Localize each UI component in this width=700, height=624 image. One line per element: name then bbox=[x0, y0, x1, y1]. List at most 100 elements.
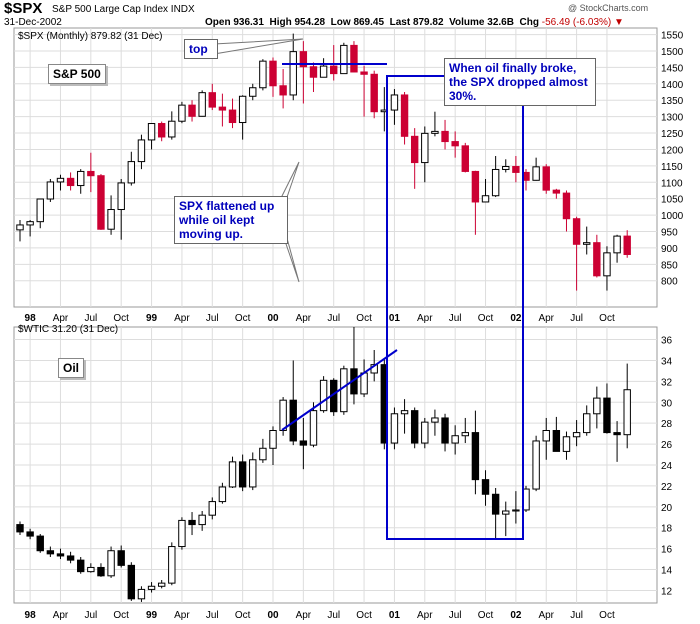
oil-candle-body bbox=[259, 447, 267, 461]
high-label: High bbox=[269, 17, 292, 28]
open-label: Open bbox=[205, 17, 231, 28]
spx-candle-body bbox=[471, 170, 480, 203]
spx-y-tick-label: 1350 bbox=[661, 96, 684, 107]
spx-candle-body bbox=[350, 44, 358, 73]
oil-candle-body bbox=[299, 440, 308, 446]
oil-x-tick-label: Oct bbox=[599, 610, 615, 621]
oil-y-tick-label: 14 bbox=[661, 566, 673, 577]
spx-candle-body bbox=[532, 166, 540, 181]
spx-x-tick-label: 00 bbox=[267, 313, 279, 324]
spx-y-tick-label: 1200 bbox=[661, 145, 684, 156]
spx-candle-body bbox=[431, 130, 439, 134]
oil-x-tick-label: Oct bbox=[478, 610, 494, 621]
oil-candle-body bbox=[198, 514, 206, 526]
oil-x-tick-label: Apr bbox=[174, 610, 190, 621]
oil-candle-body bbox=[583, 413, 591, 434]
oil-x-tick-label: Apr bbox=[296, 610, 312, 621]
last-value: 879.82 bbox=[412, 17, 444, 28]
oil-series-legend: $WTIC 31.20 (31 Dec) bbox=[18, 324, 118, 335]
oil-candle-body bbox=[451, 435, 459, 444]
spx-candle-body bbox=[451, 141, 459, 147]
spx-candle-body bbox=[360, 71, 368, 75]
oil-candle-body bbox=[127, 564, 136, 600]
spx-candle-body bbox=[370, 73, 378, 113]
spx-candle-body bbox=[552, 189, 561, 194]
oil-candle-body bbox=[471, 432, 480, 481]
spx-candle-body bbox=[168, 120, 176, 138]
oil-candle-body bbox=[603, 397, 611, 434]
spx-x-tick-label: Apr bbox=[53, 313, 69, 324]
spx-y-tick-label: 1500 bbox=[661, 47, 684, 58]
down-triangle-icon: ▼ bbox=[614, 17, 624, 28]
oil-candle-body bbox=[137, 588, 146, 600]
oil-y-tick-label: 18 bbox=[661, 524, 673, 535]
spx-candle-body bbox=[502, 166, 510, 170]
oil-y-tick-label: 16 bbox=[661, 545, 673, 556]
spx-y-tick-label: 1450 bbox=[661, 63, 684, 74]
spx-x-tick-label: Jul bbox=[570, 313, 583, 324]
spx-candle-body bbox=[87, 170, 95, 177]
oil-trend-line bbox=[281, 349, 398, 431]
oil-candle-body bbox=[228, 461, 237, 488]
spx-candle-body bbox=[228, 109, 237, 124]
oil-x-tick-label: Jul bbox=[327, 610, 340, 621]
spx-candle-body bbox=[178, 104, 186, 122]
spx-y-tick-label: 1250 bbox=[661, 129, 684, 140]
oil-x-tick-label: 02 bbox=[510, 610, 522, 621]
spx-candle-body bbox=[117, 182, 125, 211]
oil-candle-body bbox=[532, 440, 540, 490]
spx-candle-body bbox=[238, 95, 247, 124]
high-value: 954.28 bbox=[294, 17, 326, 28]
oil-candle-body bbox=[481, 479, 490, 495]
spx-candle-body bbox=[340, 44, 348, 75]
oil-candle-body bbox=[238, 461, 247, 488]
spx-candle-body bbox=[26, 221, 34, 226]
oil-candle-body bbox=[491, 493, 500, 515]
oil-x-tick-label: Jul bbox=[84, 610, 97, 621]
oil-candle-body bbox=[319, 379, 328, 412]
spx-series-legend: $SPX (Monthly) 879.82 (31 Dec) bbox=[18, 31, 163, 42]
stockcharts-credit[interactable]: @ StockCharts.com bbox=[568, 3, 649, 13]
oil-candle-body bbox=[593, 397, 601, 415]
oil-candle-body bbox=[410, 410, 419, 444]
low-label: Low bbox=[330, 17, 351, 28]
header-date: 31-Dec-2002 bbox=[4, 17, 62, 28]
oil-candle-body bbox=[269, 430, 277, 449]
oil-panel: 12 14 16 18 20 22 24 26 28 30 32 34 36 98 Apr Jul Oct 99 A… bbox=[13, 324, 673, 621]
spx-x-tick-label: Apr bbox=[174, 313, 190, 324]
spx-candle-body bbox=[66, 177, 75, 187]
oil-candle-body bbox=[512, 509, 520, 512]
oil-candle-body bbox=[168, 546, 176, 584]
spx-candle-body bbox=[421, 132, 429, 164]
oil-candle-body bbox=[552, 430, 561, 452]
oil-candle-body bbox=[157, 582, 166, 587]
oil-candle-body bbox=[117, 550, 125, 566]
spx-candle-body bbox=[593, 242, 601, 277]
spx-candle-body bbox=[542, 166, 550, 191]
spx-candle-body bbox=[208, 92, 216, 108]
oil-candle-body bbox=[360, 372, 368, 395]
spx-candle-body bbox=[441, 130, 449, 143]
low-value: 869.45 bbox=[353, 17, 385, 28]
spx-y-tick-label: 1550 bbox=[661, 31, 684, 42]
spx-candle-body bbox=[583, 242, 591, 245]
spx-candle-body bbox=[218, 106, 227, 111]
oil-x-tick-label: Jul bbox=[449, 610, 462, 621]
spx-x-tick-label: Jul bbox=[327, 313, 340, 324]
oil-candle-body bbox=[421, 421, 429, 444]
oil-x-tick-label: Apr bbox=[538, 610, 554, 621]
broke-note: When oil finally broke, the SPX dropped … bbox=[444, 58, 596, 106]
oil-y-tick-label: 28 bbox=[661, 419, 673, 430]
spx-x-tick-label: Apr bbox=[538, 313, 554, 324]
oil-x-tick-label: 01 bbox=[389, 610, 401, 621]
oil-x-tick-label: Jul bbox=[206, 610, 219, 621]
oil-candle-body bbox=[441, 417, 449, 444]
oil-candle-body bbox=[340, 368, 348, 413]
oil-candle-body bbox=[279, 399, 287, 432]
oil-candle-body bbox=[562, 436, 571, 452]
spx-x-tick-label: Oct bbox=[599, 313, 615, 324]
spx-candle-body bbox=[390, 94, 399, 111]
spx-candle-body bbox=[198, 92, 206, 117]
oil-candle-body bbox=[16, 524, 24, 533]
